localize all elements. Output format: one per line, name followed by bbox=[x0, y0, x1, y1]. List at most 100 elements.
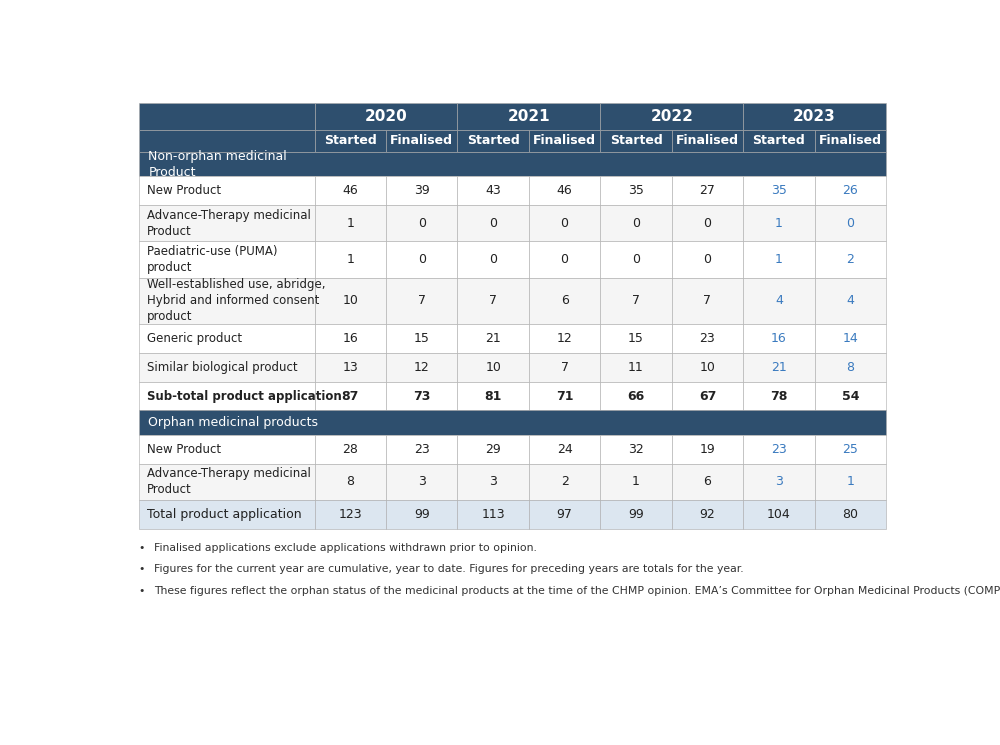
Text: 97: 97 bbox=[557, 508, 573, 521]
Text: 1: 1 bbox=[775, 217, 783, 230]
Bar bbox=[386, 500, 457, 529]
Text: 0: 0 bbox=[632, 217, 640, 230]
Text: 46: 46 bbox=[557, 184, 572, 197]
Text: 99: 99 bbox=[414, 508, 430, 521]
Text: 99: 99 bbox=[628, 508, 644, 521]
Bar bbox=[815, 324, 886, 352]
Text: 2: 2 bbox=[561, 475, 569, 488]
Text: 71: 71 bbox=[556, 390, 573, 402]
Bar bbox=[815, 381, 886, 410]
Text: 0: 0 bbox=[489, 217, 497, 230]
Text: 81: 81 bbox=[484, 390, 502, 402]
Text: 3: 3 bbox=[418, 475, 426, 488]
Bar bbox=[315, 177, 386, 206]
Text: Orphan medicinal products: Orphan medicinal products bbox=[148, 416, 318, 429]
Text: 35: 35 bbox=[771, 184, 787, 197]
Bar bbox=[743, 278, 815, 324]
Text: 4: 4 bbox=[846, 294, 854, 307]
Bar bbox=[815, 463, 886, 500]
Text: 21: 21 bbox=[771, 361, 787, 374]
Text: These figures reflect the orphan status of the medicinal products at the time of: These figures reflect the orphan status … bbox=[154, 586, 1000, 596]
Bar bbox=[139, 410, 886, 435]
Bar bbox=[315, 278, 386, 324]
Bar bbox=[743, 324, 815, 352]
Text: Well-established use, abridge,
Hybrid and informed consent
product: Well-established use, abridge, Hybrid an… bbox=[147, 279, 325, 323]
Bar bbox=[139, 381, 315, 410]
Text: 2: 2 bbox=[846, 253, 854, 266]
Text: 7: 7 bbox=[632, 294, 640, 307]
Text: 23: 23 bbox=[700, 332, 715, 345]
Bar bbox=[743, 381, 815, 410]
Text: 10: 10 bbox=[485, 361, 501, 374]
Bar bbox=[457, 352, 529, 381]
Text: 12: 12 bbox=[557, 332, 572, 345]
Text: 8: 8 bbox=[346, 475, 354, 488]
Bar bbox=[457, 104, 600, 130]
Text: 2020: 2020 bbox=[365, 109, 407, 124]
Bar bbox=[600, 241, 672, 278]
Bar bbox=[743, 500, 815, 529]
Bar bbox=[457, 177, 529, 206]
Text: 10: 10 bbox=[342, 294, 358, 307]
Bar bbox=[457, 381, 529, 410]
Text: •: • bbox=[139, 586, 145, 596]
Text: 54: 54 bbox=[842, 390, 859, 402]
Bar bbox=[815, 241, 886, 278]
Bar bbox=[529, 278, 600, 324]
Bar bbox=[139, 206, 315, 241]
Bar bbox=[139, 177, 315, 206]
Bar bbox=[672, 130, 743, 152]
Text: 0: 0 bbox=[418, 253, 426, 266]
Bar bbox=[457, 435, 529, 463]
Text: 4: 4 bbox=[775, 294, 783, 307]
Text: 13: 13 bbox=[342, 361, 358, 374]
Bar bbox=[529, 177, 600, 206]
Text: 19: 19 bbox=[700, 443, 715, 456]
Text: 32: 32 bbox=[628, 443, 644, 456]
Bar bbox=[457, 463, 529, 500]
Bar bbox=[600, 177, 672, 206]
Text: 2023: 2023 bbox=[793, 109, 836, 124]
Text: •: • bbox=[139, 542, 145, 553]
Bar bbox=[315, 463, 386, 500]
Text: 0: 0 bbox=[561, 217, 569, 230]
Bar bbox=[139, 324, 315, 352]
Bar bbox=[815, 130, 886, 152]
Text: 7: 7 bbox=[489, 294, 497, 307]
Text: 35: 35 bbox=[628, 184, 644, 197]
Bar bbox=[600, 130, 672, 152]
Bar bbox=[600, 278, 672, 324]
Bar bbox=[529, 241, 600, 278]
Text: 1: 1 bbox=[346, 217, 354, 230]
Bar bbox=[386, 130, 457, 152]
Text: 0: 0 bbox=[703, 217, 711, 230]
Bar bbox=[672, 435, 743, 463]
Bar bbox=[600, 352, 672, 381]
Bar bbox=[386, 206, 457, 241]
Text: 24: 24 bbox=[557, 443, 572, 456]
Bar bbox=[600, 324, 672, 352]
Text: 7: 7 bbox=[418, 294, 426, 307]
Text: 80: 80 bbox=[842, 508, 858, 521]
Bar bbox=[600, 104, 743, 130]
Text: 26: 26 bbox=[842, 184, 858, 197]
Text: Started: Started bbox=[467, 135, 519, 148]
Bar bbox=[529, 130, 600, 152]
Bar bbox=[139, 435, 315, 463]
Text: 78: 78 bbox=[770, 390, 788, 402]
Bar bbox=[815, 435, 886, 463]
Text: 29: 29 bbox=[485, 443, 501, 456]
Bar bbox=[672, 352, 743, 381]
Bar bbox=[672, 463, 743, 500]
Text: Sub-total product application: Sub-total product application bbox=[147, 390, 341, 402]
Bar bbox=[743, 206, 815, 241]
Text: 28: 28 bbox=[342, 443, 358, 456]
Text: 15: 15 bbox=[414, 332, 430, 345]
Bar bbox=[529, 435, 600, 463]
Text: 1: 1 bbox=[632, 475, 640, 488]
Text: 43: 43 bbox=[485, 184, 501, 197]
Text: New Product: New Product bbox=[147, 184, 221, 197]
Bar bbox=[315, 130, 386, 152]
Bar bbox=[815, 500, 886, 529]
Bar bbox=[386, 463, 457, 500]
